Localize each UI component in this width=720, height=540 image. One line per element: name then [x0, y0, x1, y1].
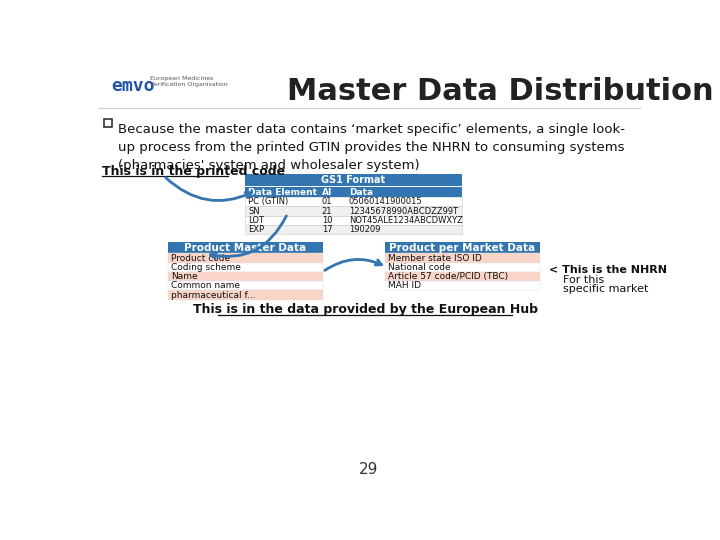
Text: < This is the NHRN: < This is the NHRN	[549, 265, 667, 275]
Text: This is in the data provided by the European Hub: This is in the data provided by the Euro…	[193, 303, 538, 316]
FancyBboxPatch shape	[384, 242, 539, 253]
Text: Data: Data	[349, 188, 373, 197]
Text: specific market: specific market	[563, 284, 648, 294]
Text: Data Element: Data Element	[248, 188, 317, 197]
Text: PC (GTIN): PC (GTIN)	[248, 197, 288, 206]
FancyBboxPatch shape	[245, 197, 462, 206]
Bar	[104, 119, 112, 127]
FancyBboxPatch shape	[168, 272, 323, 281]
FancyBboxPatch shape	[245, 215, 462, 225]
FancyBboxPatch shape	[384, 281, 539, 291]
Text: 21: 21	[322, 207, 332, 215]
FancyBboxPatch shape	[245, 174, 462, 186]
Text: 01: 01	[322, 197, 332, 206]
Text: NOT45ALE1234ABCDWXYZ: NOT45ALE1234ABCDWXYZ	[349, 216, 463, 225]
Text: 10: 10	[322, 216, 332, 225]
FancyBboxPatch shape	[168, 253, 323, 262]
FancyBboxPatch shape	[245, 206, 462, 215]
Text: This is in the printed code: This is in the printed code	[102, 165, 284, 178]
Text: Because the master data contains ‘market specific’ elements, a single look-
up p: Because the master data contains ‘market…	[118, 123, 625, 172]
Text: Member state ISO ID: Member state ISO ID	[388, 254, 482, 262]
Text: 17: 17	[322, 225, 333, 234]
Text: Common name: Common name	[171, 281, 240, 291]
FancyBboxPatch shape	[245, 225, 462, 234]
Text: AI: AI	[322, 188, 332, 197]
Text: Product Master Data: Product Master Data	[184, 242, 306, 253]
FancyBboxPatch shape	[384, 262, 539, 272]
Text: LOT: LOT	[248, 216, 264, 225]
FancyBboxPatch shape	[384, 253, 539, 262]
Text: GS1 Format: GS1 Format	[321, 175, 386, 185]
Text: 05060141900015: 05060141900015	[349, 197, 423, 206]
Text: Product per Market Data: Product per Market Data	[389, 242, 535, 253]
FancyBboxPatch shape	[168, 242, 323, 253]
Text: 12345678990ABCDZZ99T: 12345678990ABCDZZ99T	[349, 207, 458, 215]
Text: 29: 29	[359, 462, 379, 477]
FancyBboxPatch shape	[245, 187, 462, 197]
Text: EXP: EXP	[248, 225, 264, 234]
Text: Product code: Product code	[171, 254, 230, 262]
Text: For this: For this	[563, 275, 604, 285]
Text: Master Data Distribution: Master Data Distribution	[287, 77, 714, 106]
FancyBboxPatch shape	[168, 262, 323, 272]
Text: National code: National code	[388, 263, 451, 272]
FancyBboxPatch shape	[384, 272, 539, 281]
Text: MAH ID: MAH ID	[388, 281, 421, 291]
Text: Name: Name	[171, 272, 198, 281]
Text: Coding scheme: Coding scheme	[171, 263, 241, 272]
FancyBboxPatch shape	[168, 291, 323, 300]
Text: Article 57 code/PCID (TBC): Article 57 code/PCID (TBC)	[388, 272, 508, 281]
Text: 190209: 190209	[349, 225, 380, 234]
Text: emvo: emvo	[112, 77, 156, 94]
FancyBboxPatch shape	[168, 281, 323, 291]
Text: European Medicines
Verification Organisation: European Medicines Verification Organisa…	[150, 76, 228, 87]
Text: pharmaceutical f...: pharmaceutical f...	[171, 291, 256, 300]
Text: SN: SN	[248, 207, 260, 215]
